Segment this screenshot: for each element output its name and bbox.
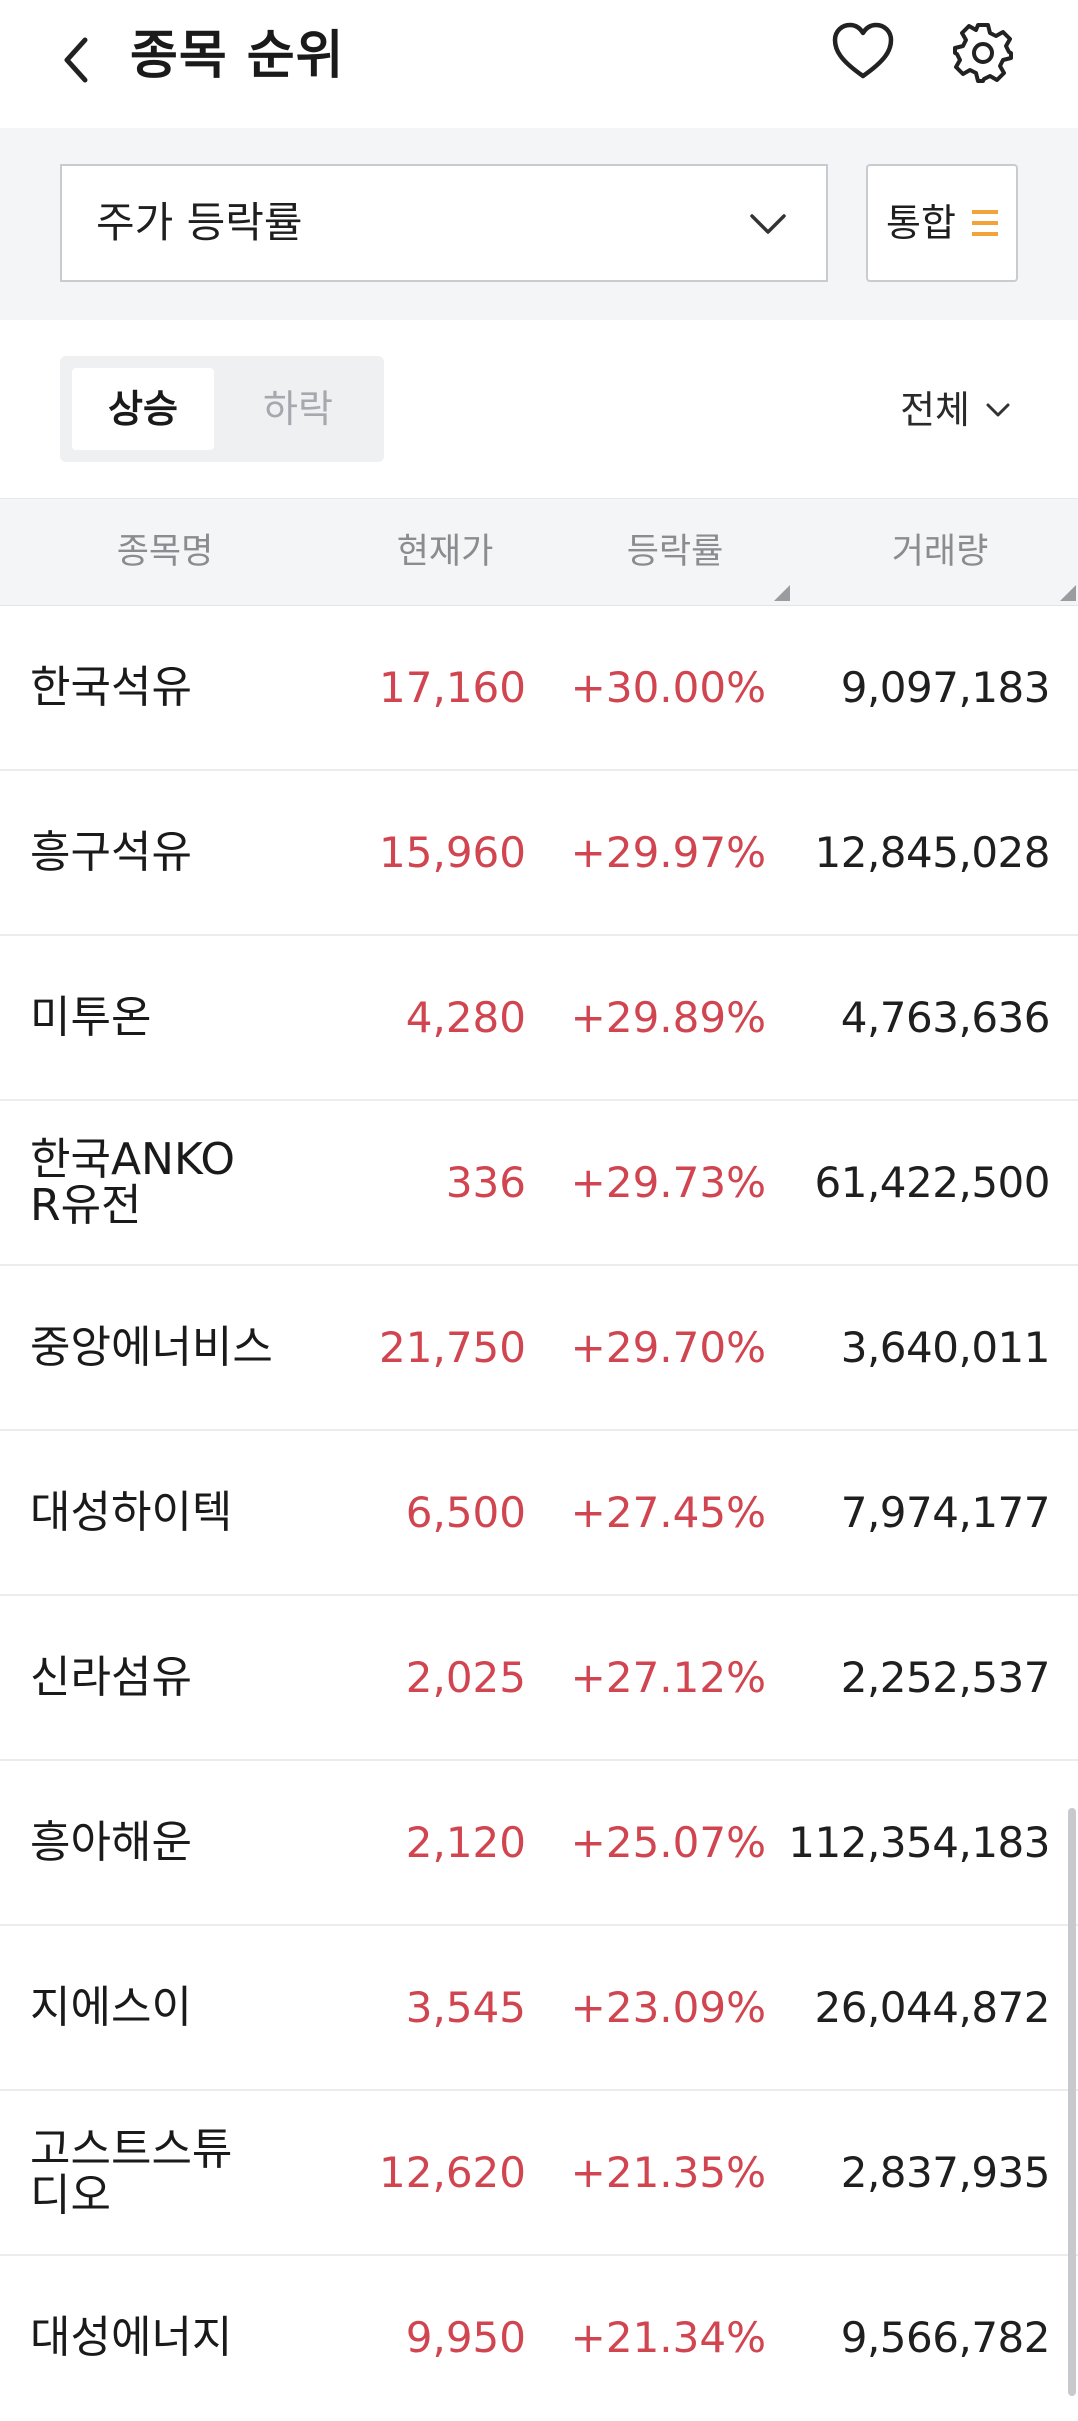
tab-fall[interactable]: 하락 xyxy=(263,387,333,431)
trade-volume: 26,044,872 xyxy=(814,1983,1051,2032)
current-price: 2,025 xyxy=(405,1653,526,1702)
filter-lines-icon xyxy=(972,210,998,236)
change-rate: +30.00% xyxy=(570,663,766,712)
current-price: 12,620 xyxy=(379,2148,526,2197)
current-price: 9,950 xyxy=(405,2313,526,2362)
trade-volume: 112,354,183 xyxy=(788,1818,1050,1867)
table-row[interactable]: 한국ANKOR유전 336 +29.73% 61,422,500 xyxy=(0,1101,1078,1266)
trade-volume: 7,974,177 xyxy=(840,1488,1051,1537)
table-row[interactable]: 흥아해운 2,120 +25.07% 112,354,183 xyxy=(0,1761,1078,1926)
table-row[interactable]: 신라섬유 2,025 +27.12% 2,252,537 xyxy=(0,1596,1078,1761)
current-price: 4,280 xyxy=(405,993,526,1042)
market-filter-button[interactable]: 통합 xyxy=(866,164,1018,282)
table-row[interactable]: 미투온 4,280 +29.89% 4,763,636 xyxy=(0,936,1078,1101)
heart-icon xyxy=(832,22,894,79)
trade-volume: 4,763,636 xyxy=(840,993,1051,1042)
table-row[interactable]: 고스트스튜디오 12,620 +21.35% 2,837,935 xyxy=(0,2091,1078,2256)
table-row[interactable]: 대성하이텍 6,500 +27.45% 7,974,177 xyxy=(0,1431,1078,1596)
gear-icon xyxy=(953,23,1013,83)
column-header-name: 종목명 xyxy=(116,532,214,572)
stock-name: 미투온 xyxy=(30,991,152,1043)
current-price: 6,500 xyxy=(405,1488,526,1537)
change-rate: +27.45% xyxy=(570,1488,766,1537)
metric-select[interactable]: 주가 등락률 xyxy=(60,164,828,282)
favorite-button[interactable] xyxy=(830,20,896,86)
change-rate: +25.07% xyxy=(570,1818,766,1867)
trade-volume: 9,097,183 xyxy=(840,663,1051,712)
current-price: 15,960 xyxy=(379,828,526,877)
direction-toggle: 상승 하락 xyxy=(60,356,384,462)
table-row[interactable]: 중앙에너비스 21,750 +29.70% 3,640,011 xyxy=(0,1266,1078,1431)
vertical-scrollbar[interactable] xyxy=(1068,1808,1076,2396)
stock-name: 대성에너지 xyxy=(30,2311,233,2363)
tab-rise[interactable]: 상승 xyxy=(72,368,214,450)
change-rate: +27.12% xyxy=(570,1653,766,1702)
stock-name: 지에스이 xyxy=(30,1981,192,2033)
trade-volume: 3,640,011 xyxy=(840,1323,1051,1372)
stock-name: 대성하이텍 xyxy=(30,1486,233,1538)
trade-volume: 12,845,028 xyxy=(814,828,1051,877)
table-row[interactable]: 흥구석유 15,960 +29.97% 12,845,028 xyxy=(0,771,1078,936)
market-filter-label: 통합 xyxy=(886,201,956,245)
chevron-down-icon xyxy=(750,214,786,234)
current-price: 21,750 xyxy=(379,1323,526,1372)
scope-dropdown[interactable]: 전체 xyxy=(900,370,1012,450)
change-rate: +29.73% xyxy=(570,1158,766,1207)
change-rate: +21.34% xyxy=(570,2313,766,2362)
change-rate: +23.09% xyxy=(570,1983,766,2032)
table-row[interactable]: 지에스이 3,545 +23.09% 26,044,872 xyxy=(0,1926,1078,2091)
change-rate: +29.70% xyxy=(570,1323,766,1372)
back-button[interactable] xyxy=(48,28,104,92)
current-price: 3,545 xyxy=(405,1983,526,2032)
stock-name: 흥아해운 xyxy=(30,1816,192,1868)
current-price: 336 xyxy=(445,1158,526,1207)
app-header: 종목 순위 xyxy=(0,0,1078,128)
sort-indicator-icon xyxy=(1060,585,1076,601)
table-row[interactable]: 대성에너지 9,950 +21.34% 9,566,782 xyxy=(0,2256,1078,2421)
stock-name: 고스트스튜디오 xyxy=(30,2123,233,2221)
chevron-down-icon xyxy=(986,403,1010,417)
sort-indicator-icon xyxy=(774,585,790,601)
change-rate: +29.89% xyxy=(570,993,766,1042)
metric-select-value: 주가 등락률 xyxy=(96,198,303,247)
trade-volume: 9,566,782 xyxy=(840,2313,1051,2362)
trade-volume: 61,422,500 xyxy=(814,1158,1051,1207)
stock-name: 신라섬유 xyxy=(30,1651,192,1703)
trade-volume: 2,837,935 xyxy=(840,2148,1051,2197)
table-row[interactable]: 한국석유 17,160 +30.00% 9,097,183 xyxy=(0,606,1078,771)
stock-name: 한국ANKOR유전 xyxy=(30,1133,236,1231)
filter-bar: 주가 등락률 통합 xyxy=(0,128,1078,320)
column-header-rate[interactable]: 등락률 xyxy=(626,532,724,572)
scope-dropdown-label: 전체 xyxy=(900,388,970,432)
table-header: 종목명 현재가 등락률 거래량 xyxy=(0,498,1078,606)
change-rate: +29.97% xyxy=(570,828,766,877)
column-header-price: 현재가 xyxy=(396,532,494,572)
trade-volume: 2,252,537 xyxy=(840,1653,1051,1702)
change-rate: +21.35% xyxy=(570,2148,766,2197)
current-price: 17,160 xyxy=(379,663,526,712)
current-price: 2,120 xyxy=(405,1818,526,1867)
stock-name: 중앙에너비스 xyxy=(30,1321,273,1373)
stock-name: 흥구석유 xyxy=(30,826,192,878)
page-title: 종목 순위 xyxy=(130,26,345,86)
column-header-volume[interactable]: 거래량 xyxy=(891,532,989,572)
chevron-left-icon xyxy=(64,37,88,83)
settings-button[interactable] xyxy=(950,20,1016,86)
stock-name: 한국석유 xyxy=(30,661,192,713)
